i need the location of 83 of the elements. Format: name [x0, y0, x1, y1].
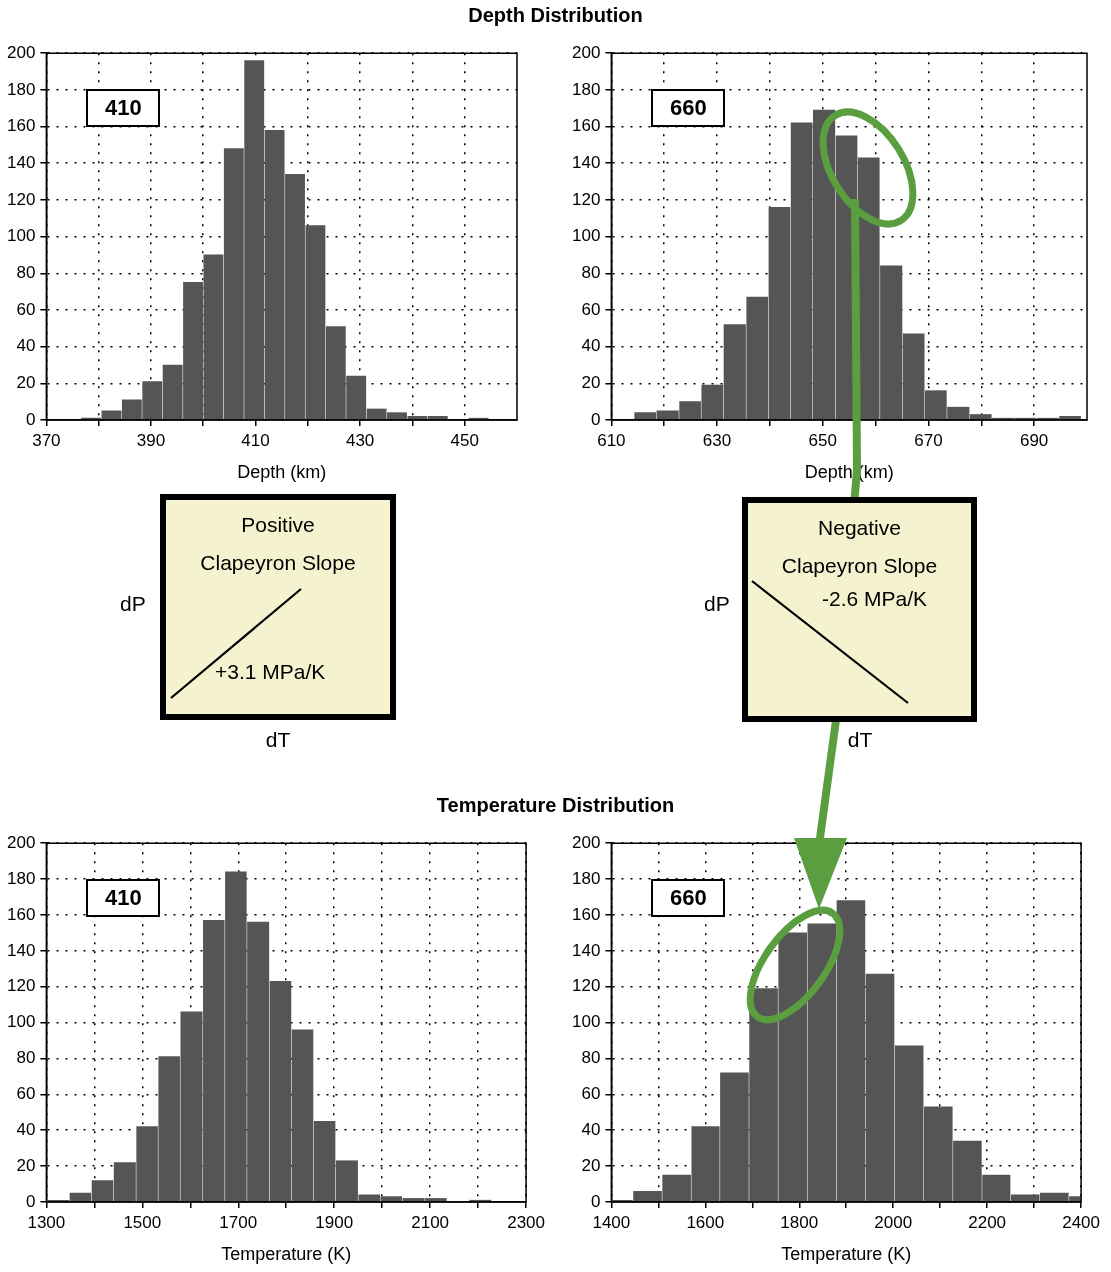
- text: +3.1 MPa/K: [215, 660, 326, 684]
- y-tick-label: 140: [6, 152, 36, 172]
- x-tick-label: 2400: [1062, 1212, 1100, 1232]
- y-tick-label: 160: [571, 904, 601, 924]
- x-tick-label: 410: [241, 430, 270, 450]
- y-tick-label: 180: [6, 79, 36, 99]
- y-tick-label: 0: [25, 1191, 36, 1211]
- y-tick-label: 180: [6, 868, 36, 888]
- y-tick-label: 80: [16, 262, 36, 282]
- y-tick-label: 100: [571, 1012, 601, 1032]
- y-tick-label: 180: [571, 79, 601, 99]
- x-tick-label: 1600: [686, 1212, 725, 1232]
- text: Negative Clapeyron Slope: [780, 515, 939, 579]
- text: Positive Clapeyron Slope: [199, 512, 357, 576]
- y-tick-label: 140: [571, 940, 601, 960]
- x-tick-label: 1700: [219, 1212, 258, 1232]
- y-tick-label: 100: [6, 1012, 36, 1032]
- x-tick-label: 1500: [123, 1212, 162, 1232]
- y-tick-label: 20: [581, 1155, 601, 1175]
- text: -2.6 MPa/K: [822, 587, 928, 611]
- y-tick-label: 160: [6, 904, 36, 924]
- annotation: 410: [86, 89, 161, 128]
- y-tick-label: 100: [571, 226, 601, 246]
- y-tick-label: 20: [16, 373, 36, 393]
- x-tick-label: 2100: [411, 1212, 450, 1232]
- y-tick-label: 40: [581, 1119, 601, 1139]
- y-tick-label: 160: [571, 116, 601, 136]
- text: dP: [704, 592, 730, 616]
- text: dP: [120, 592, 146, 616]
- y-tick-label: 120: [6, 189, 36, 209]
- y-tick-label: 0: [590, 409, 601, 429]
- y-tick-label: 0: [590, 1191, 601, 1211]
- x-tick-label: 690: [1019, 430, 1049, 450]
- y-tick-label: 200: [6, 42, 36, 62]
- x-tick-label: 1900: [315, 1212, 354, 1232]
- text: dT: [846, 728, 874, 752]
- x-tick-label: 2200: [968, 1212, 1007, 1232]
- x-tick-label: 1400: [592, 1212, 631, 1232]
- x-tick-label: 2000: [874, 1212, 913, 1232]
- x-tick-label: 670: [914, 430, 943, 450]
- y-tick-label: 20: [581, 373, 601, 393]
- x-tick-label: 650: [808, 430, 837, 450]
- y-tick-label: 180: [571, 868, 601, 888]
- y-tick-label: 40: [16, 1119, 36, 1139]
- y-tick-label: 140: [571, 152, 601, 172]
- chart-title: Depth Distribution: [467, 4, 644, 27]
- y-tick-label: 120: [6, 976, 36, 996]
- y-tick-label: 60: [581, 1084, 601, 1104]
- y-tick-label: 100: [6, 226, 36, 246]
- y-tick-label: 120: [571, 189, 601, 209]
- text: dT: [264, 728, 292, 752]
- y-tick-label: 120: [571, 976, 601, 996]
- x-axis-title: Temperature (K): [221, 1244, 352, 1265]
- y-tick-label: 60: [581, 299, 601, 319]
- y-tick-label: 60: [16, 299, 36, 319]
- x-tick-label: 610: [597, 430, 626, 450]
- annotation: 410: [86, 879, 161, 918]
- y-tick-label: 200: [571, 42, 601, 62]
- x-tick-label: 370: [32, 430, 61, 450]
- y-tick-label: 40: [581, 336, 601, 356]
- y-tick-label: 60: [16, 1084, 36, 1104]
- x-tick-label: 630: [702, 430, 732, 450]
- x-tick-label: 2300: [507, 1212, 545, 1232]
- y-tick-label: 160: [6, 116, 36, 136]
- y-tick-label: 80: [581, 262, 601, 282]
- y-tick-label: 200: [6, 832, 36, 852]
- y-tick-label: 80: [16, 1048, 36, 1068]
- y-tick-label: 80: [581, 1048, 601, 1068]
- annotation: 660: [651, 879, 726, 918]
- x-tick-label: 1800: [780, 1212, 819, 1232]
- y-tick-label: 140: [6, 940, 36, 960]
- chart-title: Temperature Distribution: [435, 794, 676, 817]
- x-tick-label: 390: [136, 430, 166, 450]
- y-tick-label: 40: [16, 336, 36, 356]
- y-tick-label: 0: [25, 409, 36, 429]
- x-axis-title: Temperature (K): [781, 1244, 912, 1265]
- x-tick-label: 430: [345, 430, 375, 450]
- x-tick-label: 1300: [27, 1212, 66, 1232]
- annotation: 660: [651, 89, 726, 128]
- x-axis-title: Depth (km): [237, 462, 327, 483]
- y-tick-label: 200: [571, 832, 601, 852]
- x-tick-label: 450: [450, 430, 479, 450]
- y-tick-label: 20: [16, 1155, 36, 1175]
